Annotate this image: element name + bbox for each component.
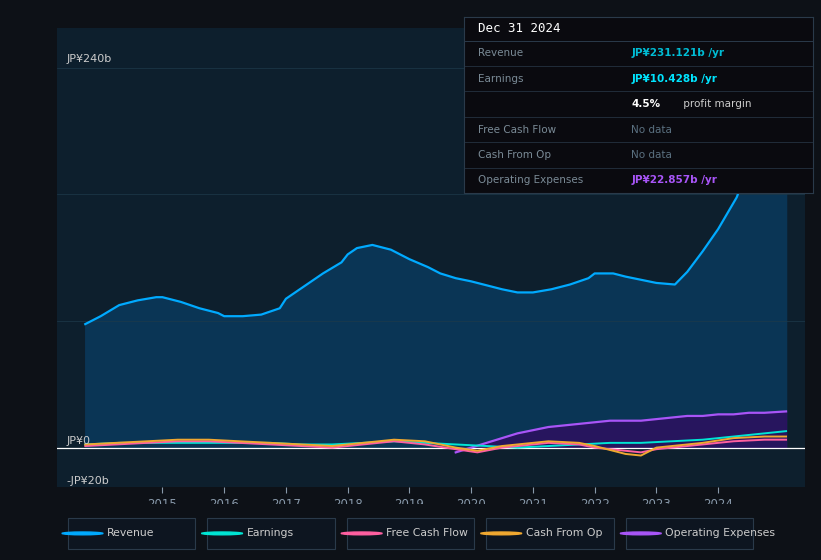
Text: profit margin: profit margin [680,99,752,109]
FancyBboxPatch shape [68,518,195,549]
Circle shape [481,532,522,535]
Text: Cash From Op: Cash From Op [526,529,603,538]
Text: 4.5%: 4.5% [631,99,660,109]
Text: JP¥240b: JP¥240b [67,54,112,64]
Text: Free Cash Flow: Free Cash Flow [386,529,468,538]
Text: Operating Expenses: Operating Expenses [478,175,583,185]
Text: Free Cash Flow: Free Cash Flow [478,125,556,134]
Text: JP¥10.428b /yr: JP¥10.428b /yr [631,74,718,84]
Text: JP¥231.121b /yr: JP¥231.121b /yr [631,48,724,58]
Text: Revenue: Revenue [107,529,154,538]
Text: Earnings: Earnings [246,529,294,538]
Text: No data: No data [631,125,672,134]
Text: Operating Expenses: Operating Expenses [665,529,775,538]
Text: Revenue: Revenue [478,48,523,58]
Text: JP¥22.857b /yr: JP¥22.857b /yr [631,175,718,185]
Text: No data: No data [631,150,672,160]
Text: Dec 31 2024: Dec 31 2024 [478,22,560,35]
Text: -JP¥20b: -JP¥20b [67,475,109,486]
FancyBboxPatch shape [626,518,754,549]
Text: Cash From Op: Cash From Op [478,150,551,160]
Text: Earnings: Earnings [478,74,523,84]
Text: JP¥0: JP¥0 [67,436,91,446]
Circle shape [342,532,383,535]
FancyBboxPatch shape [487,518,614,549]
Circle shape [621,532,662,535]
Circle shape [202,532,243,535]
Circle shape [62,532,103,535]
FancyBboxPatch shape [347,518,475,549]
FancyBboxPatch shape [208,518,335,549]
